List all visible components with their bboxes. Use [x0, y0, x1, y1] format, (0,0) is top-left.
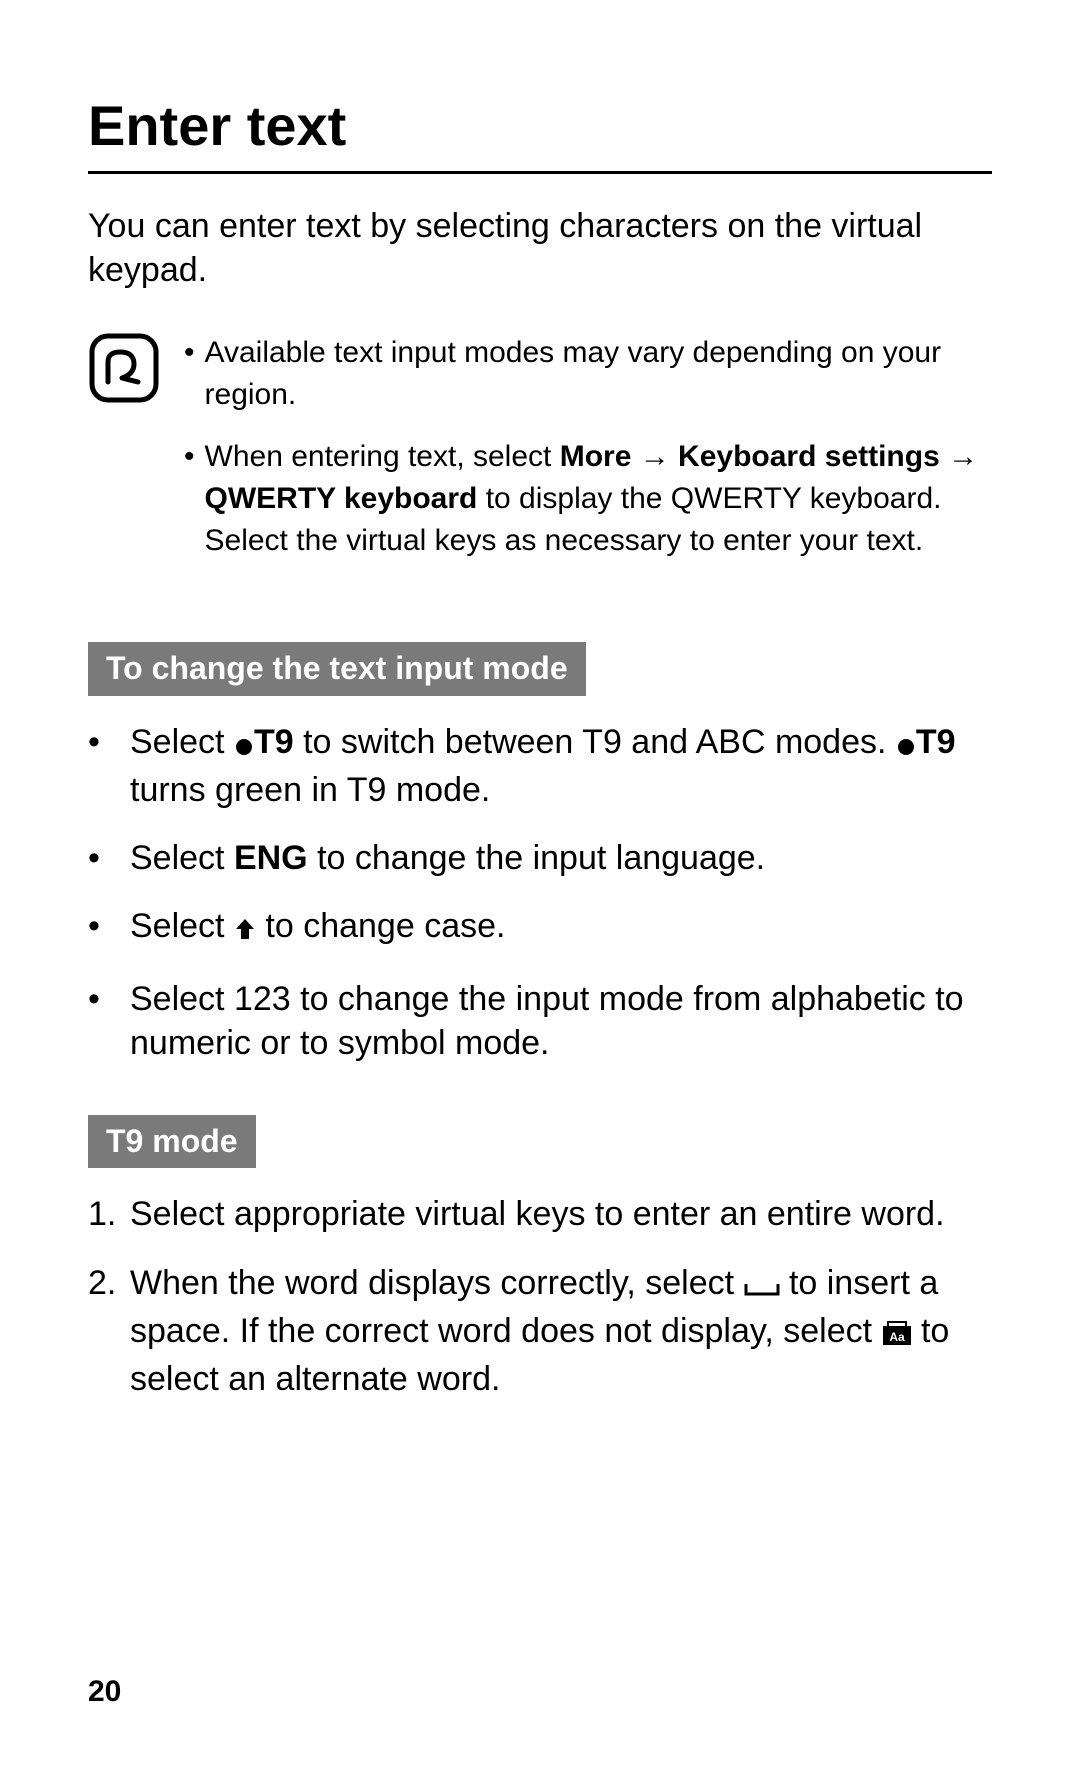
bullet-icon: • — [184, 332, 195, 416]
alt-word-icon: Aa — [882, 1313, 912, 1357]
dot-t9-icon — [896, 724, 916, 768]
page-title: Enter text — [88, 90, 992, 174]
list-text: Select appropriate virtual keys to enter… — [130, 1192, 992, 1236]
list-text: When the word displays correctly, select… — [130, 1261, 992, 1402]
section-t9-mode: T9 mode 1. Select appropriate virtual ke… — [88, 1115, 992, 1401]
bullet-icon: • — [184, 436, 195, 562]
note-icon — [88, 332, 160, 582]
number-marker: 1. — [88, 1192, 116, 1236]
note-text: Available text input modes may vary depe… — [205, 332, 992, 416]
list-text: Select to change case. — [130, 904, 992, 952]
list-item: • Select ENG to change the input languag… — [88, 836, 992, 880]
bullet-icon: • — [88, 977, 116, 1065]
section-heading: T9 mode — [88, 1115, 256, 1169]
list-item: • Select 123 to change the input mode fr… — [88, 977, 992, 1065]
dot-t9-icon — [234, 724, 254, 768]
note-list: • Available text input modes may vary de… — [184, 332, 992, 582]
page-number: 20 — [88, 1672, 121, 1711]
list-item: 1. Select appropriate virtual keys to en… — [88, 1192, 992, 1236]
intro-text: You can enter text by selecting characte… — [88, 204, 992, 292]
bullet-list: • Select T9 to switch between T9 and ABC… — [88, 720, 992, 1065]
bullet-icon: • — [88, 836, 116, 880]
section-heading: To change the text input mode — [88, 642, 586, 696]
list-item: 2. When the word displays correctly, sel… — [88, 1261, 992, 1402]
section-change-input-mode: To change the text input mode • Select T… — [88, 642, 992, 1065]
note-item: • Available text input modes may vary de… — [184, 332, 992, 416]
bullet-icon: • — [88, 904, 116, 952]
space-key-icon — [744, 1265, 780, 1309]
note-item: • When entering text, select More → Keyb… — [184, 436, 992, 562]
numbered-list: 1. Select appropriate virtual keys to en… — [88, 1192, 992, 1401]
list-text: Select T9 to switch between T9 and ABC m… — [130, 720, 992, 812]
list-text: Select ENG to change the input language. — [130, 836, 992, 880]
svg-text:Aa: Aa — [889, 1330, 905, 1344]
number-marker: 2. — [88, 1261, 116, 1402]
shift-up-icon — [234, 908, 256, 952]
list-item: • Select to change case. — [88, 904, 992, 952]
note-text: When entering text, select More → Keyboa… — [205, 436, 992, 562]
bullet-icon: • — [88, 720, 116, 812]
list-item: • Select T9 to switch between T9 and ABC… — [88, 720, 992, 812]
list-text: Select 123 to change the input mode from… — [130, 977, 992, 1065]
note-block: • Available text input modes may vary de… — [88, 332, 992, 582]
manual-page: Enter text You can enter text by selecti… — [0, 0, 1080, 1771]
